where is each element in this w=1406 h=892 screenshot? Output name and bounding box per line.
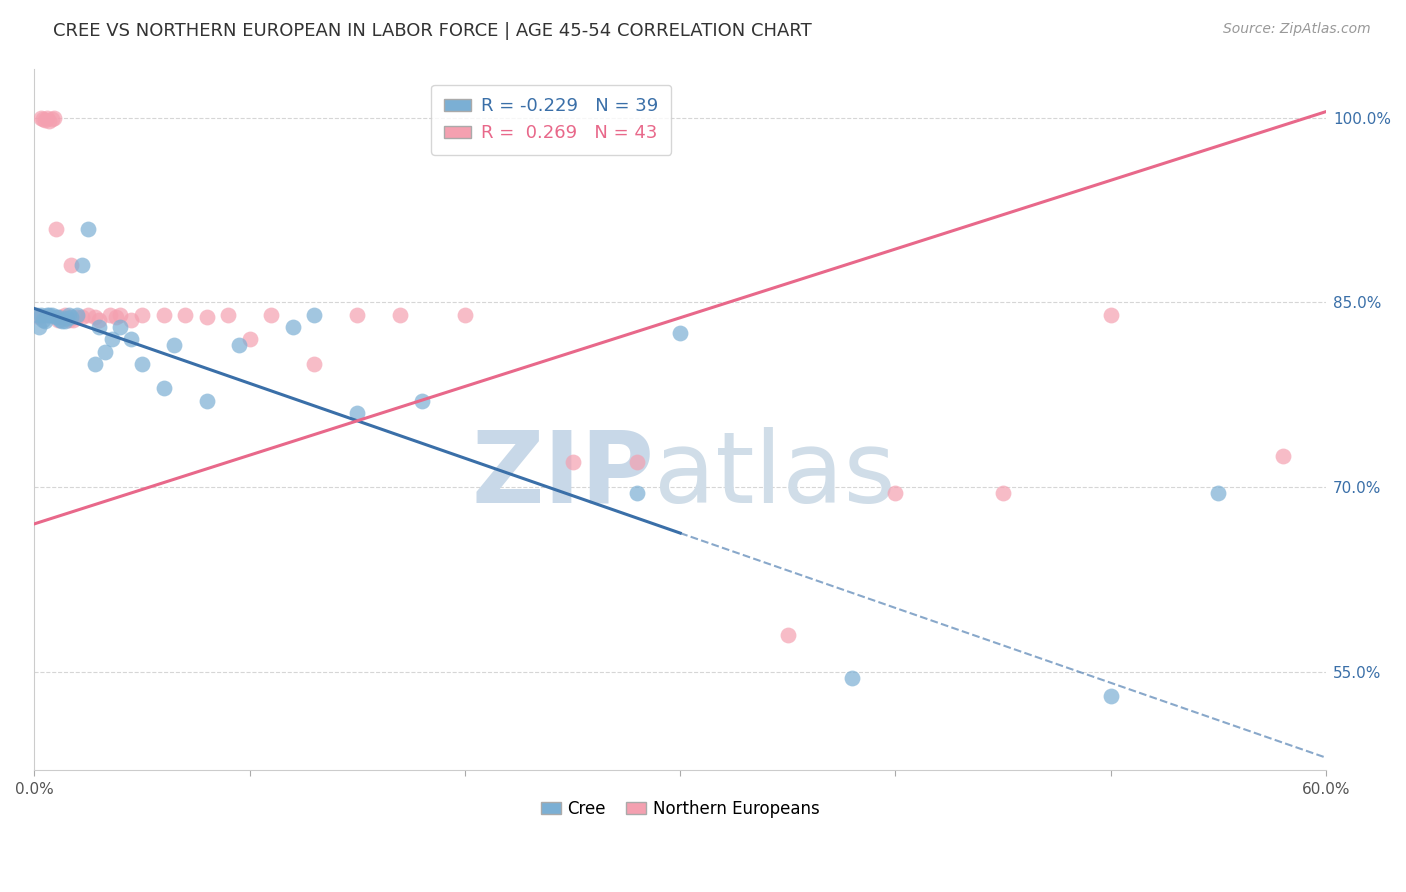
Point <box>101 332 124 346</box>
Point <box>389 308 412 322</box>
Point <box>77 308 100 322</box>
Point <box>66 308 89 322</box>
Legend: Cree, Northern Europeans: Cree, Northern Europeans <box>534 794 827 825</box>
Point <box>55 311 77 326</box>
Point <box>281 320 304 334</box>
Point <box>53 314 76 328</box>
Point <box>561 455 583 469</box>
Point <box>626 455 648 469</box>
Point <box>346 308 368 322</box>
Point <box>195 310 218 325</box>
Point <box>454 308 477 322</box>
Point <box>260 308 283 322</box>
Point <box>120 312 142 326</box>
Point <box>120 332 142 346</box>
Point <box>991 486 1014 500</box>
Point <box>59 259 82 273</box>
Point <box>30 111 52 125</box>
Point <box>30 308 52 322</box>
Point <box>110 320 132 334</box>
Point <box>46 310 69 325</box>
Point <box>51 314 73 328</box>
Point <box>626 486 648 500</box>
Point <box>62 312 84 326</box>
Point <box>42 111 65 125</box>
Point <box>83 357 105 371</box>
Point <box>776 627 799 641</box>
Point <box>83 310 105 325</box>
Point <box>195 393 218 408</box>
Point <box>45 310 67 325</box>
Point <box>131 308 153 322</box>
Point <box>217 308 239 322</box>
Text: CREE VS NORTHERN EUROPEAN IN LABOR FORCE | AGE 45-54 CORRELATION CHART: CREE VS NORTHERN EUROPEAN IN LABOR FORCE… <box>53 22 813 40</box>
Point <box>41 112 63 126</box>
Point <box>105 310 128 325</box>
Point <box>49 312 72 326</box>
Point <box>1099 689 1122 703</box>
Point <box>49 310 72 325</box>
Point <box>53 308 76 322</box>
Point <box>45 221 67 235</box>
Text: Source: ZipAtlas.com: Source: ZipAtlas.com <box>1223 22 1371 37</box>
Point <box>37 111 59 125</box>
Point <box>32 312 55 326</box>
Point <box>302 308 325 322</box>
Point <box>346 406 368 420</box>
Point <box>70 259 93 273</box>
Point <box>110 308 132 322</box>
Point <box>46 312 69 326</box>
Point <box>28 310 51 325</box>
Point <box>841 671 863 685</box>
Point <box>302 357 325 371</box>
Point <box>411 393 433 408</box>
Point <box>37 308 59 322</box>
Point <box>66 310 89 325</box>
Point <box>98 308 121 322</box>
Point <box>174 308 197 322</box>
Point <box>77 221 100 235</box>
Point <box>70 310 93 325</box>
Point <box>152 382 174 396</box>
Point <box>38 308 60 322</box>
Point <box>32 112 55 126</box>
Point <box>163 338 186 352</box>
Text: atlas: atlas <box>654 427 896 524</box>
Point <box>87 312 110 326</box>
Point <box>884 486 907 500</box>
Point <box>51 310 73 325</box>
Point <box>669 326 692 340</box>
Point <box>34 314 56 328</box>
Point <box>1099 308 1122 322</box>
Point <box>87 320 110 334</box>
Point <box>131 357 153 371</box>
Point <box>58 312 80 326</box>
Point <box>34 113 56 128</box>
Point <box>152 308 174 322</box>
Point <box>58 308 80 322</box>
Point <box>94 344 117 359</box>
Point <box>25 308 48 322</box>
Point <box>38 114 60 128</box>
Point <box>59 310 82 325</box>
Point <box>228 338 250 352</box>
Point <box>1208 486 1230 500</box>
Point <box>28 320 51 334</box>
Point <box>1272 449 1295 463</box>
Text: ZIP: ZIP <box>471 427 654 524</box>
Point <box>239 332 262 346</box>
Point <box>41 308 63 322</box>
